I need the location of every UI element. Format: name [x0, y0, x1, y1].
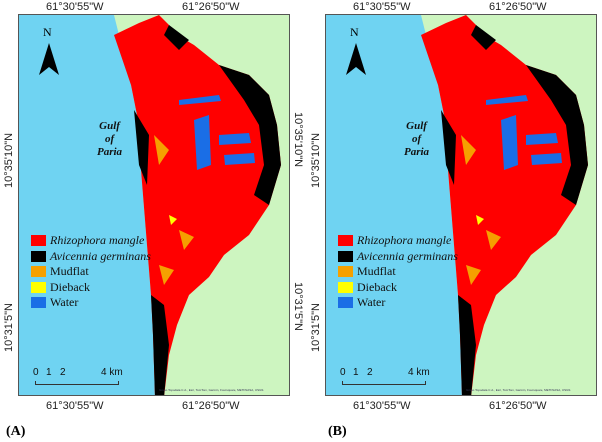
gulf-line2: of: [411, 133, 422, 145]
water-area: [486, 95, 562, 170]
north-arrow-icon: [346, 43, 366, 75]
legend-item: Dieback: [338, 280, 458, 296]
lon-label-top-left: 61°30'55"W: [46, 1, 104, 13]
map-frame: N Gulf of Paria Rhizophora mangle Avicenn…: [18, 14, 290, 396]
lat-label-right-lower: 10°31'5"N: [292, 282, 304, 331]
legend-label: Rhizophora mangle: [357, 233, 452, 248]
legend-item: Dieback: [31, 280, 151, 296]
mudflat-area: [461, 135, 501, 285]
lon-label-bottom-left: 61°30'55"W: [353, 400, 411, 412]
scale-tick-2: 2: [60, 367, 66, 378]
lon-label-bottom-left: 61°30'55"W: [46, 400, 104, 412]
lon-label-bottom-right: 61°26'50"W: [182, 400, 240, 412]
gulf-line1: Gulf: [99, 120, 120, 132]
panel-a: 61°30'55"W 61°26'50"W 61°30'55"W 61°26'5…: [0, 0, 304, 442]
legend-swatch: [31, 250, 46, 262]
legend-item: Mudflat: [31, 264, 151, 280]
legend-label: Dieback: [357, 279, 397, 294]
legend-item: Rhizophora mangle: [338, 233, 458, 249]
panel-label-b: (B): [328, 424, 347, 439]
gulf-label: Gulf of Paria: [404, 120, 429, 159]
legend: Rhizophora mangle Avicennia germinans Mudf…: [31, 233, 151, 311]
lon-label-top-left: 61°30'55"W: [353, 1, 411, 13]
legend-swatch: [338, 281, 353, 293]
sea-area: [19, 15, 155, 395]
map-canvas: [326, 15, 596, 395]
legend-label: Rhizophora mangle: [50, 233, 145, 248]
legend-swatch: [338, 250, 353, 262]
legend-label: Avicennia germinans: [357, 248, 458, 263]
gulf-line1: Gulf: [406, 120, 427, 132]
legend-swatch: [31, 297, 46, 309]
north-label: N: [350, 25, 359, 39]
lon-label-bottom-right: 61°26'50"W: [489, 400, 547, 412]
north-label: N: [43, 25, 52, 39]
legend-label: Mudflat: [50, 264, 89, 279]
gulf-line3: Paria: [97, 146, 123, 158]
legend-label: Water: [357, 295, 386, 310]
legend-label: Avicennia germinans: [50, 248, 151, 263]
gulf-line2: of: [104, 133, 115, 145]
lat-label-left-lower: 10°31'5"N: [3, 303, 15, 352]
scale-tick-1: 1: [46, 367, 52, 378]
scale-tick-0: 0: [340, 367, 346, 378]
dieback-area: [169, 215, 177, 225]
lat-label-right-upper: 10°35'10"N: [292, 112, 304, 168]
water-area: [179, 95, 255, 170]
lat-label-left-upper: 10°35'10"N: [310, 132, 322, 188]
attribution: Grupo Topodata C.A., Esri, TomTom, Garmi…: [466, 388, 571, 392]
scale-tick-0: 0: [33, 367, 39, 378]
scale-tick-4: 4 km: [408, 367, 430, 378]
scale-tick-1: 1: [353, 367, 359, 378]
north-arrow-icon: [39, 43, 59, 75]
legend-label: Water: [50, 295, 79, 310]
legend-swatch: [31, 281, 46, 293]
legend-swatch: [31, 266, 46, 278]
legend-item: Avicennia germinans: [31, 249, 151, 265]
gulf-line3: Paria: [404, 146, 430, 158]
legend-swatch: [338, 235, 353, 247]
legend: Rhizophora mangle Avicennia germinans Mudf…: [338, 233, 458, 311]
legend-label: Dieback: [50, 279, 90, 294]
map-frame: N Gulf of Paria Rhizophora mangle Avicenn…: [325, 14, 597, 396]
legend-swatch: [338, 266, 353, 278]
legend-label: Mudflat: [357, 264, 396, 279]
panel-b: 61°30'55"W 61°26'50"W 61°30'55"W 61°26'5…: [307, 0, 602, 442]
legend-item: Water: [31, 295, 151, 311]
scale-tick-2: 2: [367, 367, 373, 378]
gulf-label: Gulf of Paria: [97, 120, 122, 159]
dieback-area: [476, 215, 484, 225]
lon-label-top-right: 61°26'50"W: [489, 1, 547, 13]
lon-label-top-right: 61°26'50"W: [182, 1, 240, 13]
legend-item: Water: [338, 295, 458, 311]
sea-area: [326, 15, 462, 395]
panel-label-a: (A): [6, 424, 26, 439]
legend-swatch: [338, 297, 353, 309]
lat-label-left-lower: 10°31'5"N: [310, 303, 322, 352]
legend-swatch: [31, 235, 46, 247]
legend-item: Mudflat: [338, 264, 458, 280]
map-canvas: [19, 15, 289, 395]
scale-tick-4: 4 km: [101, 367, 123, 378]
attribution: Grupo Topodata C.A., Esri, TomTom, Garmi…: [159, 388, 264, 392]
legend-item: Rhizophora mangle: [31, 233, 151, 249]
legend-item: Avicennia germinans: [338, 249, 458, 265]
lat-label-left-upper: 10°35'10"N: [3, 132, 15, 188]
mudflat-area: [154, 135, 194, 285]
